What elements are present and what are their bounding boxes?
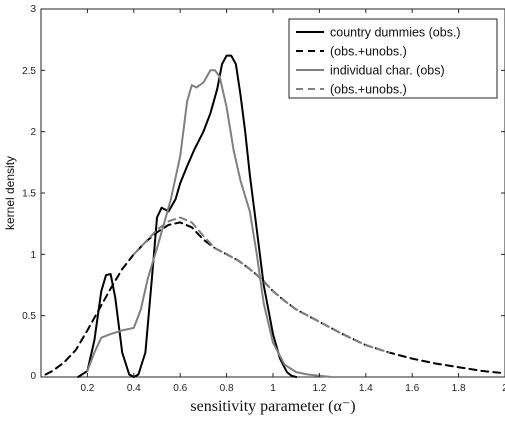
y-tick-label: 2.5: [22, 66, 36, 77]
series-line-3: [86, 69, 332, 378]
y-axis-title: kernel density: [3, 156, 17, 230]
x-tick-label: 2: [502, 383, 505, 394]
y-tick-label: 2: [30, 127, 36, 138]
x-tick-label: 1.2: [312, 383, 326, 394]
x-tick-label: 0.8: [220, 383, 234, 394]
series-line-4: [132, 216, 390, 354]
y-tick-label: 0: [30, 371, 36, 382]
legend: country dummies (obs.) (obs.+unobs.) indiv…: [288, 18, 498, 99]
tick-layer: 0.2 0.4 0.6 0.8 1 1.2 1.4 1.6 1.8 2 0 0.5 1 1.5 2 2.5 3: [22, 4, 505, 394]
legend-label-2: (obs.+unobs.): [330, 45, 407, 59]
x-tick-label: 1: [270, 383, 276, 394]
legend-label-4: (obs.+unobs.): [330, 83, 407, 97]
x-tick-label: 0.4: [127, 383, 141, 394]
legend-label-3: individual char. (obs): [330, 64, 445, 78]
y-tick-label: 0.5: [22, 311, 36, 322]
x-tick-label: 0.6: [173, 383, 187, 394]
y-tick-label: 1: [30, 250, 36, 261]
x-tick-label: 1.8: [452, 383, 466, 394]
x-tick-label: 0.2: [80, 383, 94, 394]
y-tick-label: 1.5: [22, 189, 36, 200]
y-tick-label: 3: [30, 4, 36, 15]
series-line-1: [77, 54, 298, 378]
x-tick-label: 1.4: [359, 383, 373, 394]
series-layer: [44, 54, 505, 378]
x-tick-label: 1.6: [405, 383, 419, 394]
legend-label-1: country dummies (obs.): [330, 26, 461, 40]
x-axis-title: sensitivity parameter (α⁻): [190, 398, 355, 415]
